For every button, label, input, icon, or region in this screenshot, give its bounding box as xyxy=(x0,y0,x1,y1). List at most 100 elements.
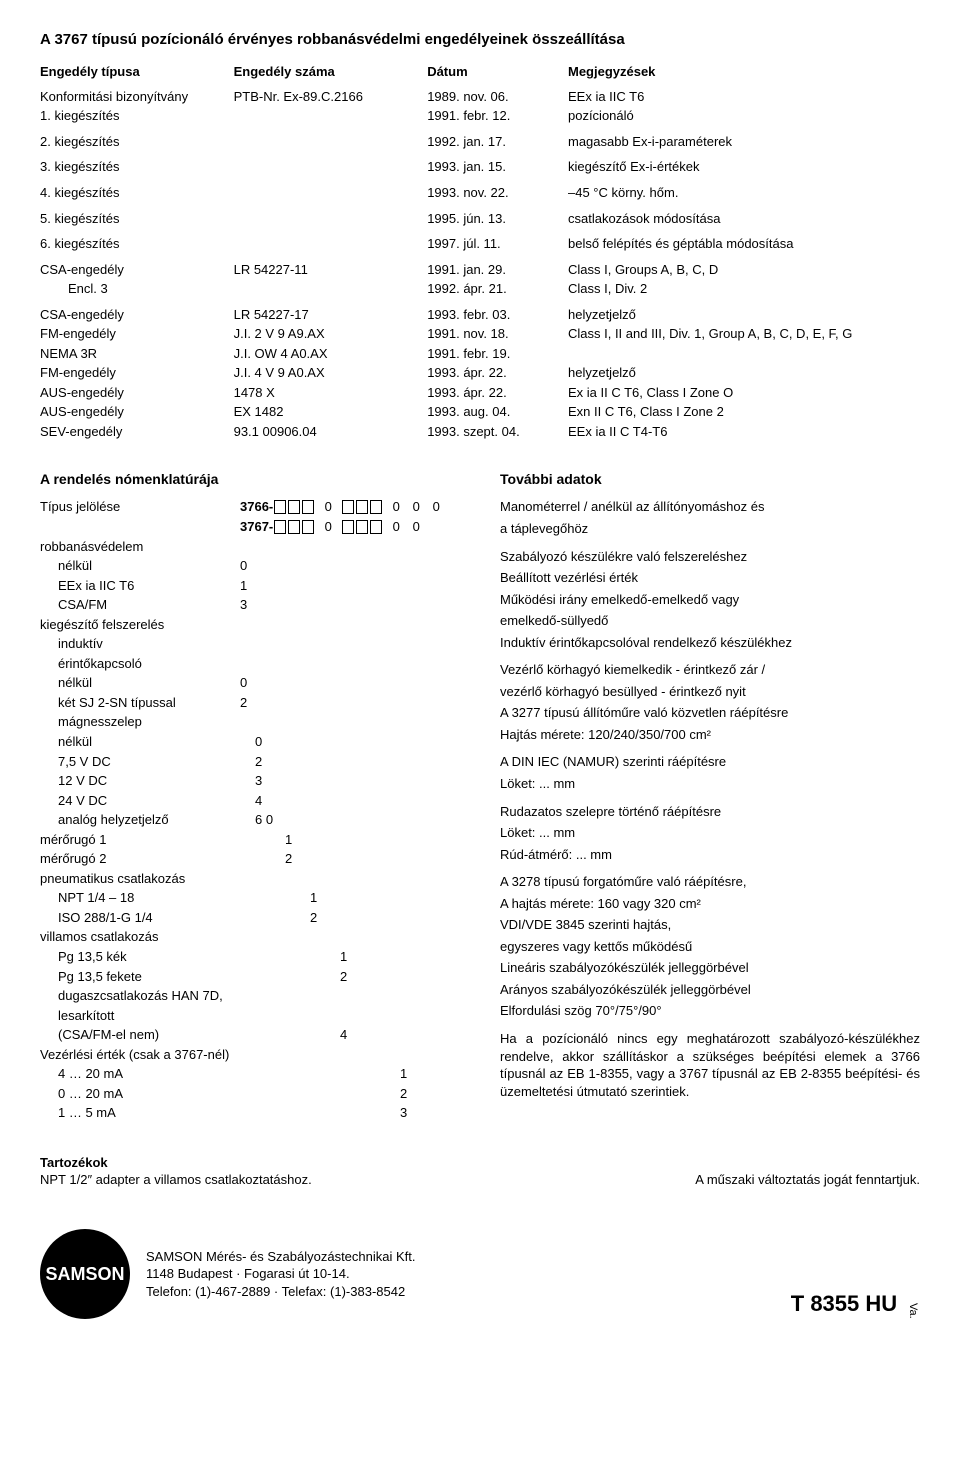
table-cell: 5. kiegészítés xyxy=(40,209,234,229)
nom-item: 12 V DC3 xyxy=(40,772,460,790)
table-cell xyxy=(234,279,428,299)
table-cell xyxy=(234,106,428,126)
further-block: Rudazatos szelepre történő ráépítésre Lök… xyxy=(500,803,920,864)
further-line: Vezérlő körhagyó kiemelkedik - érintkező… xyxy=(500,661,920,679)
nom-value: 3 xyxy=(240,596,247,614)
nom-item: analóg helyzetjelző6 0 xyxy=(40,811,460,829)
nom-value: 1 xyxy=(310,889,317,907)
table-cell: 1992. jan. 17. xyxy=(427,132,568,152)
table-cell: PTB-Nr. Ex-89.C.2166 xyxy=(234,87,428,107)
table-cell: J.I. OW 4 A0.AX xyxy=(234,344,428,364)
table-cell: 93.1 00906.04 xyxy=(234,422,428,442)
table-cell: J.I. 4 V 9 A0.AX xyxy=(234,363,428,383)
further-block: Vezérlő körhagyó kiemelkedik - érintkező… xyxy=(500,661,920,743)
nom-value: 2 xyxy=(255,753,262,771)
further-line: Működési irány emelkedő-emelkedő vagy xyxy=(500,591,920,609)
nom-value: 6 0 xyxy=(255,811,273,829)
nom-item: Pg 13,5 fekete2 xyxy=(40,968,460,986)
table-cell: 1993. ápr. 22. xyxy=(427,363,568,383)
further-block: Ha a pozícionáló nincs egy meghatározott… xyxy=(500,1030,920,1100)
table-cell xyxy=(234,132,428,152)
table-cell: EEx ia IIC T6 xyxy=(568,87,920,107)
table-cell: J.I. 2 V 9 A9.AX xyxy=(234,324,428,344)
table-row: CSA-engedélyLR 54227-171993. febr. 03.he… xyxy=(40,305,920,325)
nom-item: lesarkított xyxy=(40,1007,460,1025)
further-line: Elfordulási szög 70°/75°/90° xyxy=(500,1002,920,1020)
company-line-3: Telefon: (1)-467-2889 · Telefax: (1)-383… xyxy=(146,1283,416,1301)
table-row: Encl. 31992. ápr. 21.Class I, Div. 2 xyxy=(40,279,920,299)
nom-value: 0 xyxy=(240,674,247,692)
nom-item: EEx ia IIC T61 xyxy=(40,577,460,595)
nom-group-label: mérőrugó 11 xyxy=(40,831,460,849)
nom-group-label: induktív xyxy=(40,635,460,653)
table-cell: Class I, II and III, Div. 1, Group A, B,… xyxy=(568,324,920,344)
further-line: Arányos szabályozókészülék jelleggörbéve… xyxy=(500,981,920,999)
table-row: AUS-engedélyEX 14821993. aug. 04.Exn II … xyxy=(40,402,920,422)
table-cell: kiegészítő Ex-i-értékek xyxy=(568,157,920,177)
further-line: Rudazatos szelepre történő ráépítésre xyxy=(500,803,920,821)
further-line: Lineáris szabályozókészülék jelleggörbév… xyxy=(500,959,920,977)
table-row: FM-engedélyJ.I. 2 V 9 A9.AX1991. nov. 18… xyxy=(40,324,920,344)
nom-item: Pg 13,5 kék1 xyxy=(40,948,460,966)
table-cell: Class I, Groups A, B, C, D xyxy=(568,260,920,280)
nom-item: 1 … 5 mA3 xyxy=(40,1104,460,1122)
type-code-2: 3767- xyxy=(240,518,273,536)
nom-value: 2 xyxy=(340,968,347,986)
table-cell: 1989. nov. 06. xyxy=(427,87,568,107)
further-line: egyszeres vagy kettős működésű xyxy=(500,938,920,956)
further-block: A 3278 típusú forgatóműre való ráépítésr… xyxy=(500,873,920,1020)
table-row: 4. kiegészítés1993. nov. 22.–45 °C körny… xyxy=(40,183,920,203)
table-cell: 1993. jan. 15. xyxy=(427,157,568,177)
table-cell: FM-engedély xyxy=(40,363,234,383)
table-header: Dátum xyxy=(427,62,568,87)
table-cell: 1993. nov. 22. xyxy=(427,183,568,203)
type-boxes-2: 0 00 xyxy=(273,518,423,536)
further-line: Hajtás mérete: 120/240/350/700 cm² xyxy=(500,726,920,744)
nom-value: 4 xyxy=(340,1026,347,1044)
table-cell: 1992. ápr. 21. xyxy=(427,279,568,299)
table-cell: 1. kiegészítés xyxy=(40,106,234,126)
page-title: A 3767 típusú pozícionáló érvényes robba… xyxy=(40,30,920,50)
nom-item: 24 V DC4 xyxy=(40,792,460,810)
nom-item: nélkül0 xyxy=(40,733,460,751)
table-row: SEV-engedély93.1 00906.041993. szept. 04… xyxy=(40,422,920,442)
table-cell: 1993. szept. 04. xyxy=(427,422,568,442)
further-line: A 3277 típusú állítóműre való közvetlen … xyxy=(500,704,920,722)
table-cell: 1993. febr. 03. xyxy=(427,305,568,325)
table-row: NEMA 3RJ.I. OW 4 A0.AX1991. febr. 19. xyxy=(40,344,920,364)
nom-item: nélkül0 xyxy=(40,557,460,575)
table-row: 2. kiegészítés1992. jan. 17.magasabb Ex-… xyxy=(40,132,920,152)
table-row: 6. kiegészítés1997. júl. 11.belső felépí… xyxy=(40,234,920,254)
further-line: A 3278 típusú forgatóműre való ráépítésr… xyxy=(500,873,920,891)
table-cell: NEMA 3R xyxy=(40,344,234,364)
table-cell xyxy=(234,234,428,254)
table-cell: EEx ia II C T4-T6 xyxy=(568,422,920,442)
table-row: CSA-engedélyLR 54227-111991. jan. 29.Cla… xyxy=(40,260,920,280)
table-cell: 2. kiegészítés xyxy=(40,132,234,152)
further-block: A DIN IEC (NAMUR) szerinti ráépítésreLök… xyxy=(500,753,920,792)
footer: SAMSON SAMSON Mérés- és Szabályozástechn… xyxy=(40,1229,920,1319)
table-cell: 4. kiegészítés xyxy=(40,183,234,203)
table-cell: EX 1482 xyxy=(234,402,428,422)
accessories-title: Tartozékok xyxy=(40,1154,920,1172)
further-line: Löket: ... mm xyxy=(500,775,920,793)
accessories-section: Tartozékok NPT 1/2″ adapter a villamos c… xyxy=(40,1154,920,1189)
further-line: Löket: ... mm xyxy=(500,824,920,842)
company-line-2: 1148 Budapest · Fogarasi út 10-14. xyxy=(146,1265,416,1283)
nom-value: 3 xyxy=(255,772,262,790)
table-cell: Konformitási bizonyítvány xyxy=(40,87,234,107)
nom-value: 3 xyxy=(400,1104,407,1122)
table-cell: Class I, Div. 2 xyxy=(568,279,920,299)
further-block: Manométerrel / anélkül az állítónyomásho… xyxy=(500,498,920,537)
table-row: 1. kiegészítés1991. febr. 12.pozícionáló xyxy=(40,106,920,126)
table-header: Engedély száma xyxy=(234,62,428,87)
nom-item: (CSA/FM-el nem)4 xyxy=(40,1026,460,1044)
further-title: További adatok xyxy=(500,470,920,489)
nom-group-label: Vezérlési érték (csak a 3767-nél) xyxy=(40,1046,460,1064)
nom-value: 1 xyxy=(340,948,347,966)
nom-group-label: kiegészítő felszerelés xyxy=(40,616,460,634)
nom-value: 2 xyxy=(400,1085,407,1103)
nom-value: 1 xyxy=(285,831,292,849)
nom-group-label: villamos csatlakozás xyxy=(40,928,460,946)
table-row: 3. kiegészítés1993. jan. 15.kiegészítő E… xyxy=(40,157,920,177)
